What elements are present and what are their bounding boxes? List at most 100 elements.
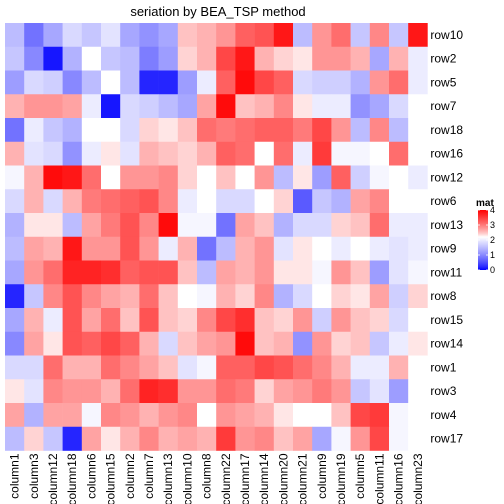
- heatmap-cell: [331, 141, 351, 166]
- heatmap-cell: [389, 189, 409, 214]
- heatmap-cell: [293, 94, 313, 119]
- heatmap-cell: [293, 118, 313, 143]
- heatmap-cell: [408, 189, 428, 214]
- legend-tick-label: 3: [490, 220, 495, 230]
- heatmap-cell: [158, 403, 179, 428]
- heatmap-cell: [216, 23, 236, 48]
- row-label: row8: [430, 289, 456, 303]
- heatmap-cell: [408, 355, 428, 380]
- heatmap-cell: [331, 70, 351, 95]
- column-label: column13: [161, 453, 175, 504]
- heatmap-cell: [369, 23, 390, 48]
- heatmap-cell: [273, 94, 294, 119]
- row-label: row7: [430, 99, 456, 113]
- heatmap-cell: [293, 355, 313, 380]
- heatmap-cell: [177, 118, 198, 143]
- heatmap-cell: [254, 284, 275, 309]
- heatmap-cell: [331, 94, 351, 119]
- heatmap-cell: [24, 94, 44, 119]
- heatmap-cell: [293, 23, 313, 48]
- column-label: column23: [411, 453, 425, 504]
- heatmap-cell: [254, 23, 275, 48]
- heatmap-cell: [216, 46, 236, 71]
- heatmap-cell: [216, 403, 236, 428]
- heatmap-cell: [62, 46, 83, 71]
- heatmap-cell: [120, 403, 140, 428]
- row-label: row11: [430, 265, 462, 279]
- heatmap-cell: [81, 236, 102, 261]
- heatmap-cell: [408, 308, 428, 333]
- legend-tick-label: 2: [490, 235, 495, 245]
- heatmap-cell: [389, 165, 409, 190]
- heatmap-cell: [120, 94, 140, 119]
- heatmap-cell: [273, 70, 294, 95]
- row-label: row12: [430, 170, 463, 184]
- heatmap-cell: [120, 331, 140, 356]
- heatmap-cell: [120, 379, 140, 404]
- heatmap-cell: [312, 403, 332, 428]
- heatmap-cell: [331, 118, 351, 143]
- heatmap-cell: [5, 189, 25, 214]
- heatmap-cell: [254, 403, 275, 428]
- heatmap-cell: [293, 165, 313, 190]
- heatmap-cell: [101, 46, 121, 71]
- column-label: column16: [392, 453, 406, 504]
- column-label: column3: [27, 453, 41, 499]
- heatmap-cell: [5, 70, 25, 95]
- heatmap-cell: [101, 118, 121, 143]
- heatmap-cell: [369, 426, 390, 451]
- heatmap-cell: [254, 308, 275, 333]
- heatmap-cell: [389, 260, 409, 285]
- heatmap-cell: [81, 260, 102, 285]
- heatmap-cell: [408, 70, 428, 95]
- heatmap-cell: [43, 308, 63, 333]
- heatmap-cell: [216, 94, 236, 119]
- heatmap-cell: [158, 141, 179, 166]
- heatmap-cell: [389, 331, 409, 356]
- chart-title: seriation by BEA_TSP method: [130, 4, 305, 19]
- heatmap-cell: [139, 260, 159, 285]
- heatmap-cell: [24, 379, 44, 404]
- heatmap-cell: [158, 379, 179, 404]
- heatmap-cell: [158, 426, 179, 451]
- heatmap-cell: [62, 426, 83, 451]
- heatmap-cell: [43, 355, 63, 380]
- heatmap-cell: [369, 189, 390, 214]
- heatmap-cell: [389, 118, 409, 143]
- heatmap-cell: [350, 284, 371, 309]
- row-labels: row10 row2 row5 row7 row18 row16 row12 row6 row1…: [430, 28, 463, 446]
- heatmap-cell: [369, 118, 390, 143]
- heatmap-cell: [235, 213, 255, 238]
- heatmap-cell: [273, 189, 294, 214]
- heatmap-cell: [177, 426, 198, 451]
- heatmap-cell: [235, 23, 255, 48]
- heatmap-cell: [273, 165, 294, 190]
- heatmap-cell: [139, 331, 159, 356]
- heatmap-cell: [273, 260, 294, 285]
- column-label: column8: [200, 453, 214, 499]
- heatmap-cell: [331, 284, 351, 309]
- heatmap-cell: [312, 379, 332, 404]
- column-label: column9: [315, 453, 329, 499]
- heatmap-cell: [235, 403, 255, 428]
- heatmap-cell: [24, 260, 44, 285]
- heatmap-cell: [331, 403, 351, 428]
- heatmap-cell: [254, 426, 275, 451]
- heatmap-cell: [81, 284, 102, 309]
- heatmap-cell: [43, 46, 63, 71]
- heatmap-cell: [43, 23, 63, 48]
- heatmap-cell: [273, 118, 294, 143]
- heatmap-cell: [101, 331, 121, 356]
- heatmap-cell: [62, 260, 83, 285]
- heatmap-cell: [24, 331, 44, 356]
- heatmap-cell: [81, 23, 102, 48]
- heatmap-cell: [120, 46, 140, 71]
- heatmap-cell: [158, 308, 179, 333]
- heatmap-cell: [350, 379, 371, 404]
- heatmap-cell: [331, 308, 351, 333]
- row-label: row15: [430, 313, 463, 327]
- heatmap-cell: [177, 46, 198, 71]
- heatmap-cell: [62, 236, 83, 261]
- heatmap-cell: [81, 355, 102, 380]
- heatmap-cell: [24, 236, 44, 261]
